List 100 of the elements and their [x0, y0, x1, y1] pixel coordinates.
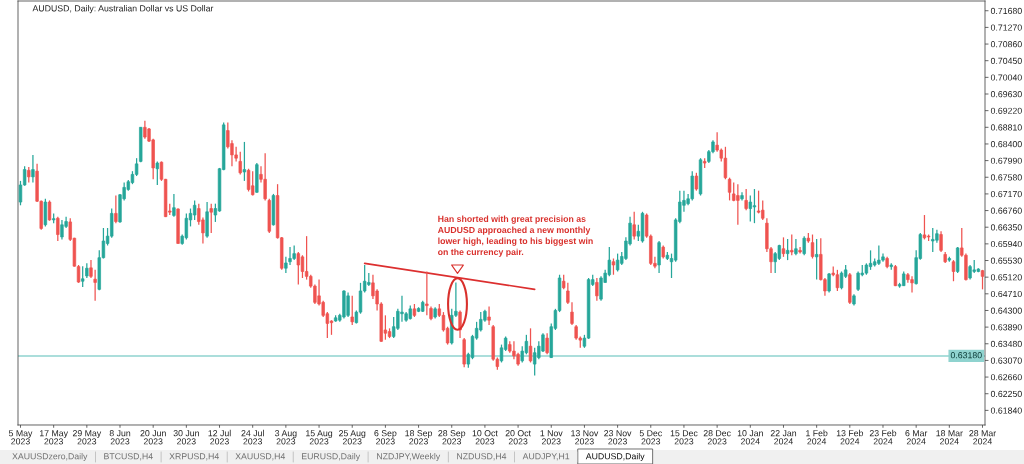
candlestick: [785, 238, 790, 261]
y-tick-label: 0.63890: [990, 324, 1022, 331]
candlestick: [931, 227, 935, 253]
y-tick-label: 0.65940: [990, 240, 1022, 248]
candlestick: [60, 219, 64, 241]
ref-line-label: 0.63180: [950, 352, 982, 359]
candlestick: [56, 216, 60, 242]
candlestick: [736, 183, 740, 226]
text: NZDJPY,Weekly: [377, 452, 441, 462]
candlestick: [744, 188, 748, 211]
x-tick-label: 25 Aug 2023: [339, 430, 366, 445]
candlestick: [246, 168, 251, 193]
candlestick: [657, 240, 661, 274]
candlestick: [93, 269, 97, 302]
x-tick-label: 20 Jun 2023: [140, 430, 166, 445]
candlestick: [794, 238, 798, 256]
candlestick: [81, 265, 85, 288]
x-tick-label: 17 May 2023: [39, 430, 68, 445]
candlestick: [856, 270, 860, 292]
y-tick-label: 0.67580: [990, 174, 1022, 181]
y-tick-label: 0.69220: [990, 107, 1022, 114]
text: XAUUSDzero,Daily: [12, 452, 88, 462]
candlestick: [727, 177, 732, 202]
text: XAUUSD,H4: [235, 453, 286, 461]
x-tick-label: 8 Jun 2023: [109, 430, 131, 445]
x-tick-label: 15 Dec 2023: [670, 430, 698, 445]
text: AUDJPY,H1: [522, 453, 570, 461]
candlestick: [910, 275, 914, 294]
x-tick-label: 23 Nov 2023: [604, 430, 632, 445]
candlestick: [951, 259, 956, 282]
candlestick: [242, 141, 247, 182]
x-tick-label: 3 Aug 2023: [275, 430, 297, 445]
x-tick-label: 13 Feb 2024: [836, 429, 864, 445]
candlestick: [43, 198, 48, 228]
candlestick: [835, 269, 840, 292]
y-tick-label: 0.67990: [990, 157, 1022, 164]
candlestick: [955, 246, 960, 274]
x-tick-label: 5 May 2023: [8, 430, 33, 445]
y-tick-label: 0.66350: [990, 224, 1022, 231]
y-tick-label: 0.65530: [990, 257, 1022, 264]
candlestick: [827, 272, 831, 294]
y-tick-label: 0.66760: [990, 207, 1022, 214]
candlestick: [47, 199, 52, 222]
candlestick: [632, 211, 636, 241]
y-tick-label: 0.67170: [990, 190, 1022, 198]
x-tick-label: 12 Jul 2023: [208, 429, 231, 445]
candlestick: [545, 332, 549, 355]
y-tick-label: 0.65120: [990, 274, 1022, 281]
candlestick: [939, 230, 943, 253]
x-tick-label: 28 Mar 2024: [969, 430, 996, 445]
y-tick-label: 0.68810: [990, 124, 1022, 131]
candlestick: [810, 233, 815, 260]
candlestick: [690, 170, 694, 202]
y-tick-label: 0.68400: [990, 141, 1022, 148]
x-tick-label: 23 Feb 2024: [869, 429, 897, 445]
y-tick-label: 0.69630: [990, 91, 1022, 98]
candlestick: [798, 246, 802, 255]
y-tick-label: 0.71680: [990, 7, 1022, 14]
candlestick: [528, 327, 533, 364]
y-tick-label: 0.71270: [990, 24, 1022, 31]
candlestick: [251, 170, 255, 197]
x-tick-label: 22 Jan 2024: [770, 430, 797, 445]
candlestick: [868, 249, 873, 271]
text: AUDUSD,Daily: [585, 452, 645, 462]
x-tick-label: 10 Jan 2024: [737, 430, 763, 445]
x-tick-label: 28 Dec 2023: [703, 430, 731, 445]
y-tick-label: 0.63070: [990, 357, 1022, 364]
x-tick-label: 29 May 2023: [72, 430, 102, 445]
candlestick: [238, 151, 242, 176]
candlestick: [802, 235, 806, 256]
y-tick-label: 0.70450: [990, 57, 1022, 64]
text: BTCUSD,H4: [104, 453, 153, 461]
candlestick: [209, 203, 213, 234]
x-tick-label: 10 Oct 2023: [472, 430, 498, 445]
x-tick-label: 18 Sep 2023: [405, 430, 433, 445]
candlestick: [172, 193, 176, 218]
candlestick: [790, 233, 794, 256]
candlestick: [487, 305, 491, 326]
candlestick: [781, 236, 786, 258]
text: NZDUSD,H4: [457, 453, 507, 461]
candlestick: [350, 295, 354, 326]
text: XRPUSD,H4: [169, 453, 219, 461]
x-tick-label: 28 Sep 2023: [438, 430, 466, 445]
candlestick: [814, 238, 819, 281]
y-tick-label: 0.62250: [990, 390, 1022, 397]
candlestick: [595, 277, 599, 302]
candlestick: [922, 214, 927, 241]
x-tick-label: 6 Sep 2023: [374, 430, 397, 445]
candlestick: [114, 194, 118, 224]
candlestick: [296, 251, 300, 286]
text: EURUSD,Daily: [301, 452, 361, 462]
candlestick: [752, 188, 757, 224]
x-tick-label: 6 Mar 2024: [905, 430, 928, 445]
candlestick: [155, 160, 159, 186]
y-tick-label: 0.61840: [990, 407, 1022, 414]
x-tick-label: 24 Jul 2023: [241, 429, 264, 445]
x-tick-label: 5 Dec 2023: [639, 430, 662, 445]
y-tick-label: 0.70040: [990, 74, 1022, 81]
candlestick: [748, 194, 752, 223]
candlestick: [458, 309, 462, 339]
